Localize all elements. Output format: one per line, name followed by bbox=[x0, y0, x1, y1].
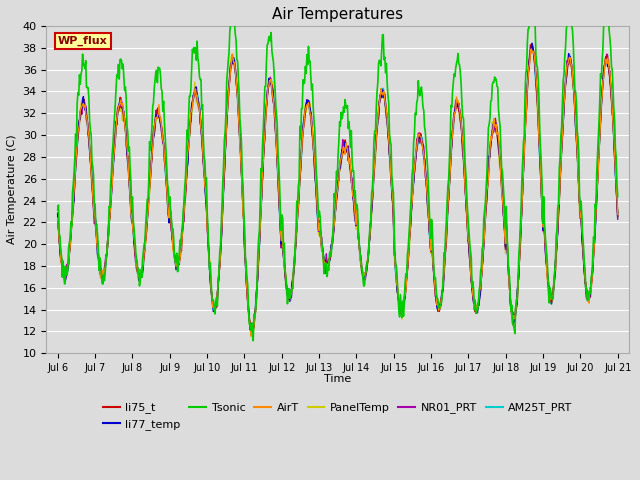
X-axis label: Time: Time bbox=[324, 374, 351, 384]
Legend: li75_t, li77_temp, Tsonic, AirT, PanelTemp, NR01_PRT, AM25T_PRT: li75_t, li77_temp, Tsonic, AirT, PanelTe… bbox=[99, 398, 577, 434]
Title: Air Temperatures: Air Temperatures bbox=[272, 7, 403, 22]
Text: WP_flux: WP_flux bbox=[58, 36, 108, 46]
Y-axis label: Air Temperature (C): Air Temperature (C) bbox=[7, 135, 17, 244]
